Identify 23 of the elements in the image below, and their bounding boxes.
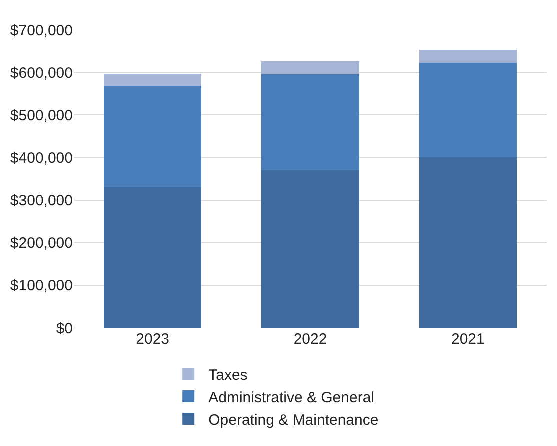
y-tick-label: $400,000: [10, 150, 73, 167]
y-tick-label: $500,000: [10, 107, 73, 124]
y-tick-label: $100,000: [10, 278, 73, 295]
bar: [104, 74, 202, 86]
y-tick-label: $600,000: [10, 64, 73, 82]
x-tick-label: 2021: [451, 331, 485, 348]
legend-label: Operating & Maintenance: [208, 412, 379, 429]
y-tick-label: $700,000: [10, 22, 73, 40]
bar: [262, 74, 360, 170]
bar: [104, 188, 202, 328]
legend-label: Taxes: [208, 366, 248, 384]
y-tick-label: $200,000: [10, 235, 73, 252]
bar: [262, 170, 360, 328]
bar: [419, 62, 518, 158]
bar: [262, 62, 360, 74]
y-tick-label: $300,000: [10, 192, 73, 210]
bar: [104, 86, 202, 188]
legend-label: Administrative & General: [208, 389, 375, 406]
x-tick-label: 2022: [294, 331, 328, 348]
y-tick-label: $0: [56, 320, 73, 338]
x-tick-label: 2023: [136, 331, 170, 348]
bar: [419, 50, 518, 63]
bar: [419, 158, 518, 328]
